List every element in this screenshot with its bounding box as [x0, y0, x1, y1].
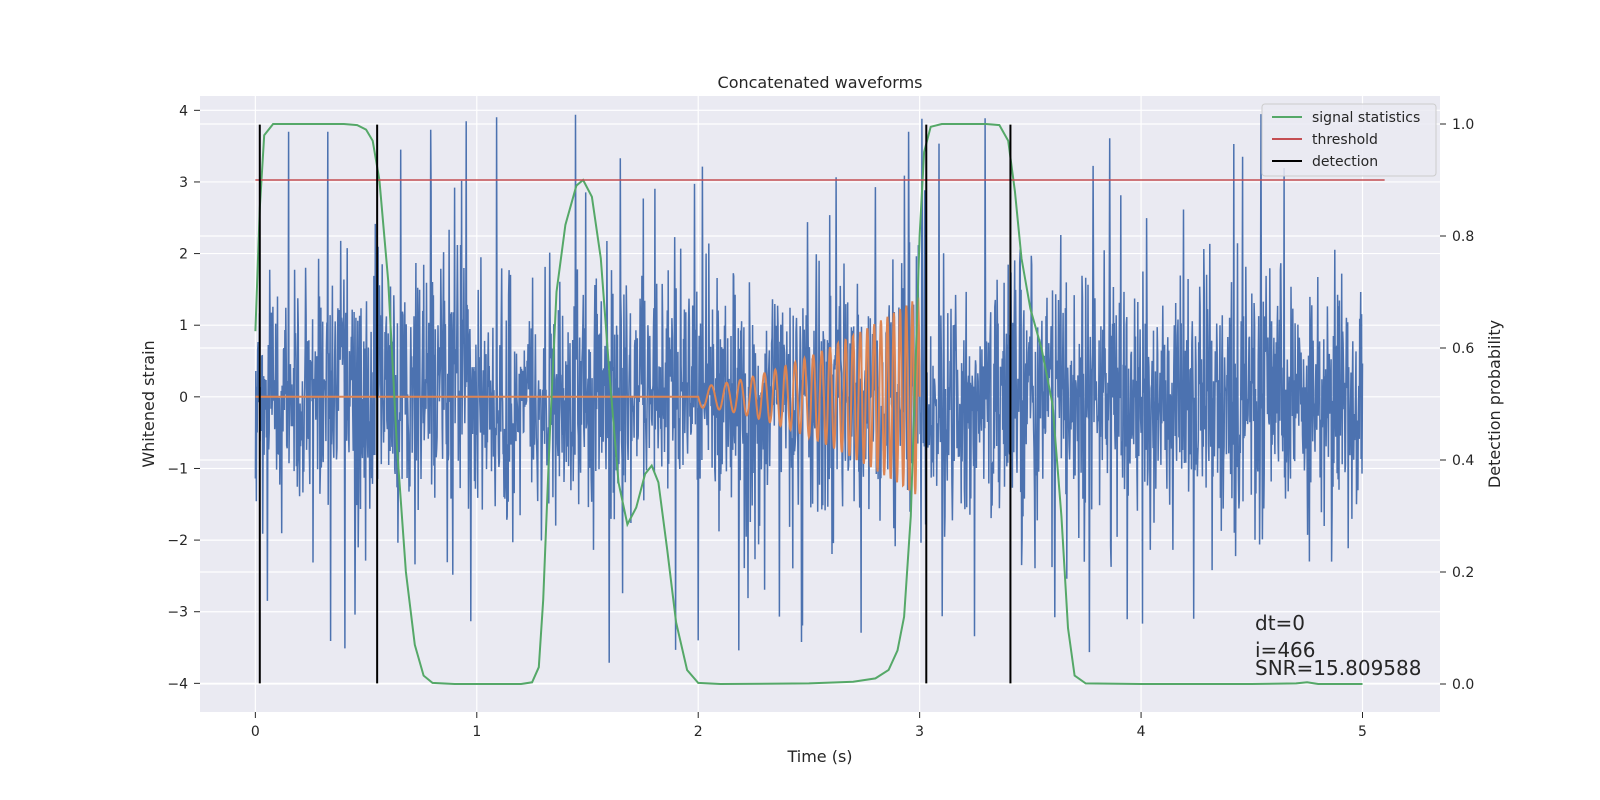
legend: signal statistics threshold detection — [1261, 103, 1437, 177]
x-tick-label: 2 — [694, 724, 703, 740]
y-tick-label: −4 — [167, 676, 188, 692]
x-tick-label: 1 — [472, 724, 481, 740]
x-tick-label: 5 — [1358, 724, 1367, 740]
x-tick-label: 3 — [915, 724, 924, 740]
y-tick-label: −3 — [167, 605, 188, 621]
y2-tick-label: 0.6 — [1452, 341, 1474, 357]
legend-label-detection: detection — [1312, 154, 1378, 170]
y2-axis-label: Detection probability — [1485, 320, 1504, 488]
y-tick-label: 3 — [179, 175, 188, 191]
y2-tick-label: 0.8 — [1452, 229, 1474, 245]
y-tick-label: 2 — [179, 247, 188, 263]
chart-title: Concatenated waveforms — [718, 73, 923, 92]
series-layer — [254, 114, 1385, 686]
x-axis-label: Time (s) — [786, 747, 852, 766]
series-injected-signal — [255, 297, 921, 495]
series-signal-statistics — [254, 123, 1363, 686]
annotations: dt=0 i=466 SNR=15.809588 — [1255, 611, 1421, 680]
annotation-index: i=466 — [1255, 638, 1316, 662]
x-tick-label: 4 — [1137, 724, 1146, 740]
y2-tick-label: 0.2 — [1452, 565, 1474, 581]
y-tick-label: −2 — [167, 533, 188, 549]
ticks: 0 1 2 3 4 5 −4 −3 −2 −1 0 1 2 3 4 0.0 0.2 0.4 0.6 0.8 1.0 — [167, 103, 1474, 740]
legend-label-threshold: threshold — [1312, 132, 1378, 148]
y-tick-label: 0 — [179, 390, 188, 406]
annotation-dt: dt=0 — [1255, 611, 1305, 635]
y2-tick-label: 0.0 — [1452, 677, 1474, 693]
y2-tick-label: 0.4 — [1452, 453, 1474, 469]
y-tick-label: −1 — [167, 461, 188, 477]
y-axis-label: Whitened strain — [139, 340, 158, 467]
y-tick-label: 1 — [179, 318, 188, 334]
legend-label-signal-statistics: signal statistics — [1312, 110, 1420, 126]
x-tick-label: 0 — [251, 724, 260, 740]
series-whitened-strain — [254, 114, 1364, 663]
legend-box — [1261, 103, 1437, 177]
y-tick-label: 4 — [179, 103, 188, 119]
y2-tick-label: 1.0 — [1452, 117, 1474, 133]
annotation-snr: SNR=15.809588 — [1255, 656, 1421, 680]
